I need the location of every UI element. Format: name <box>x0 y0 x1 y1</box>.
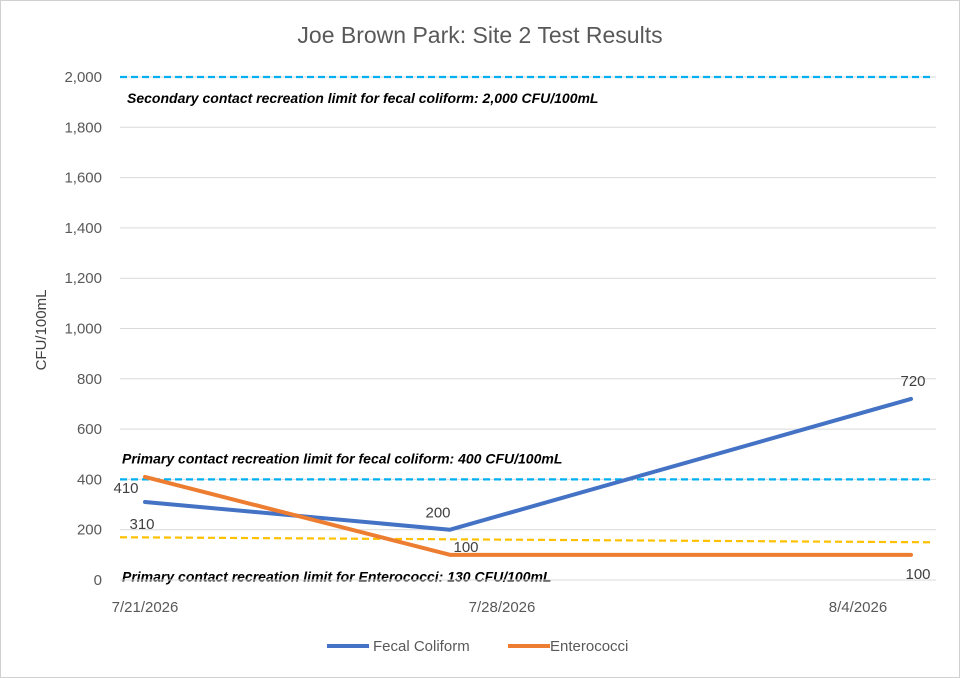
y-tick-label: 1,800 <box>64 119 102 136</box>
data-label: 310 <box>129 516 154 533</box>
reference-line-label: Secondary contact recreation limit for f… <box>127 90 598 106</box>
series-line-1 <box>143 474 913 557</box>
y-tick-label: 600 <box>77 421 102 438</box>
y-tick-label: 2,000 <box>64 69 102 86</box>
x-tick-label: 7/21/2026 <box>112 599 179 616</box>
series-lines <box>143 396 913 557</box>
y-axis-ticks: 0 200 400 600 800 1,000 1,200 1,400 1,600 1,800 2,… <box>64 69 102 589</box>
chart-title: Joe Brown Park: Site 2 Test Results <box>297 22 662 48</box>
y-axis-label: CFU/100mL <box>33 290 50 371</box>
y-tick-label: 400 <box>77 471 102 488</box>
data-labels: 310 200 720 410 100 100 <box>113 373 930 583</box>
y-tick-label: 1,400 <box>64 220 102 237</box>
data-label: 100 <box>453 539 478 556</box>
reference-line-label: Primary contact recreation limit for Ent… <box>122 568 551 584</box>
data-label: 100 <box>905 566 930 583</box>
x-tick-label: 7/28/2026 <box>469 599 536 616</box>
legend-entry-1: Enterococci <box>550 638 628 655</box>
y-tick-label: 800 <box>77 371 102 388</box>
data-label: 200 <box>425 505 450 522</box>
series-line-0 <box>143 396 913 532</box>
data-label: 410 <box>113 480 138 497</box>
legend: Fecal Coliform Enterococci <box>327 638 628 655</box>
x-axis: 7/21/2026 7/28/2026 8/4/2026 <box>112 579 936 616</box>
x-tick-label: 8/4/2026 <box>829 599 887 616</box>
y-tick-label: 1,200 <box>64 270 102 287</box>
data-label: 720 <box>900 373 925 390</box>
reference-line <box>119 536 932 544</box>
reference-line-label: Primary contact recreation limit for fec… <box>122 450 562 466</box>
y-tick-label: 1,600 <box>64 170 102 187</box>
y-tick-label: 200 <box>77 522 102 539</box>
y-tick-label: 0 <box>94 572 102 589</box>
y-tick-label: 1,000 <box>64 321 102 338</box>
legend-entry-0: Fecal Coliform <box>373 638 470 655</box>
